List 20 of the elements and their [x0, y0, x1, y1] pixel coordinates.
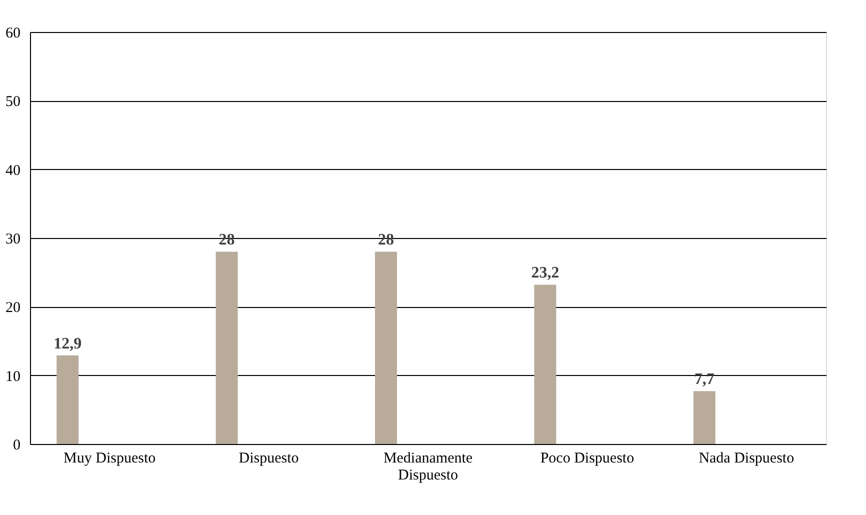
bar — [693, 391, 716, 444]
y-tick-label: 40 — [6, 162, 20, 179]
x-tick-label: Medianamente Dispuesto — [383, 450, 473, 484]
y-tick-label: 0 — [13, 438, 20, 454]
x-tick-label: Dispuesto — [238, 450, 299, 466]
y-tick-label: 30 — [6, 232, 20, 248]
y-tick-label: 10 — [6, 368, 20, 385]
y-tick-label: 20 — [6, 300, 20, 316]
data-label: 7,7 — [694, 371, 714, 388]
y-tick-label: 50 — [6, 94, 20, 110]
y-tick-label: 60 — [6, 26, 20, 42]
data-label: 12,9 — [54, 335, 82, 352]
bar — [216, 252, 238, 444]
x-tick-label: Muy Dispuesto — [64, 450, 156, 466]
x-tick-label: Nada Dispuesto — [698, 450, 794, 466]
bar — [56, 355, 79, 444]
bar — [534, 284, 556, 444]
bar — [375, 252, 397, 444]
data-label: 23,2 — [531, 264, 560, 282]
x-tick-label: Poco Dispuesto — [540, 450, 634, 466]
